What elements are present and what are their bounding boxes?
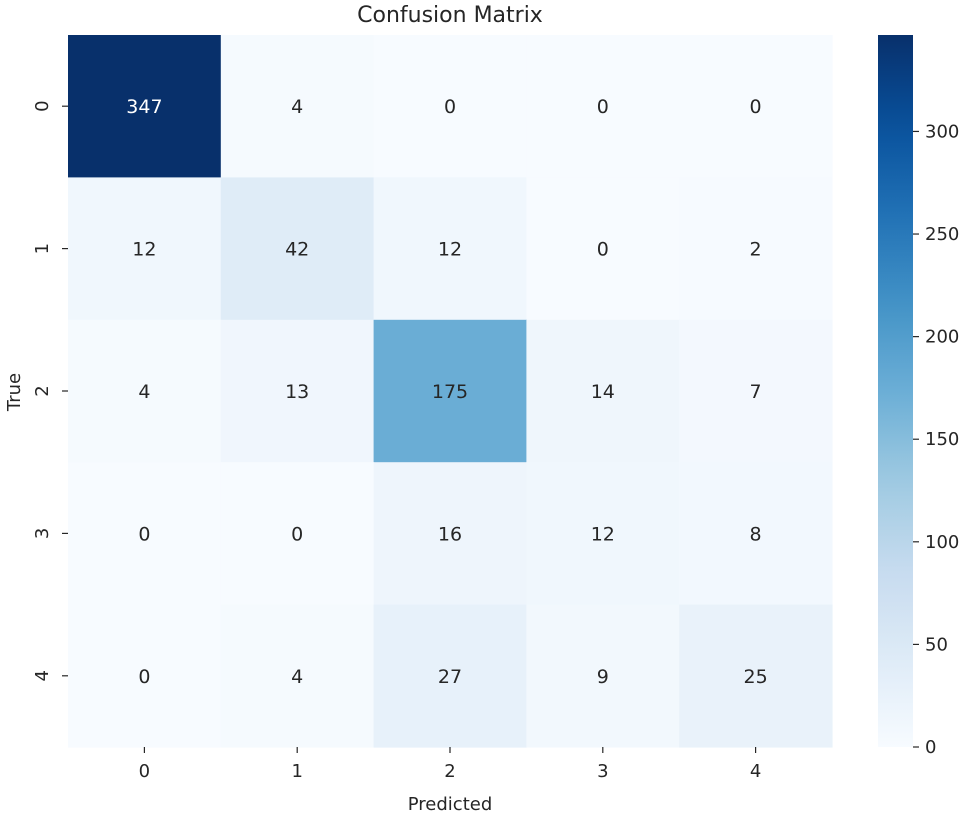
cell-value-label: 12 [591, 523, 615, 545]
x-tick-label: 4 [750, 761, 761, 782]
colorbar-tick-label: 0 [925, 737, 936, 758]
y-tick-label: 2 [32, 385, 53, 396]
heatmap-cell [68, 462, 222, 606]
y-axis: 0 1 2 3 4 [32, 100, 68, 682]
heatmap-cell [526, 604, 680, 748]
colorbar-tick-label: 150 [925, 429, 959, 450]
cell-value-label: 14 [591, 381, 615, 403]
y-tick-label: 0 [32, 100, 53, 111]
colorbar-tick-label: 100 [925, 532, 959, 553]
cell-value-label: 4 [138, 381, 150, 403]
heatmap-cell [526, 177, 680, 321]
cell-value-label: 12 [438, 239, 462, 261]
heatmap-cell [526, 35, 680, 178]
colorbar-tick-label: 50 [925, 634, 948, 655]
x-axis: 0 1 2 3 4 [139, 747, 761, 782]
y-tick-label: 4 [32, 670, 53, 681]
colorbar: 0 50 100 150 200 250 300 [878, 35, 959, 758]
cell-value-label: 175 [432, 381, 468, 403]
x-tick-label: 3 [597, 761, 608, 782]
cell-value-label: 0 [138, 523, 150, 545]
heatmap-cell [68, 319, 222, 463]
cell-value-label: 7 [750, 381, 762, 403]
colorbar-gradient [878, 35, 913, 747]
x-axis-label: Predicted [408, 794, 493, 815]
cell-value-label: 9 [597, 666, 609, 688]
y-axis-label: True [4, 373, 25, 412]
colorbar-tick-label: 250 [925, 224, 959, 245]
heatmap-cell [373, 319, 527, 463]
heatmap-cell [679, 177, 833, 321]
cell-value-label: 347 [126, 96, 162, 118]
heatmap-cell [526, 462, 680, 606]
heatmap-cell [526, 319, 680, 463]
heatmap-cells [68, 35, 833, 748]
cell-value-label: 8 [750, 523, 762, 545]
heatmap-cell [220, 604, 375, 748]
chart-title: Confusion Matrix [357, 3, 543, 28]
cell-value-label: 0 [597, 239, 609, 261]
heatmap-cell [68, 177, 222, 321]
cell-value-label: 16 [438, 523, 462, 545]
colorbar-tick-label: 200 [925, 327, 959, 348]
heatmap-cell [220, 177, 375, 321]
heatmap-cell [373, 177, 527, 321]
heatmap-cell [220, 319, 375, 463]
cell-value-label: 0 [291, 523, 303, 545]
heatmap-cell [679, 462, 833, 606]
heatmap-cell [679, 35, 833, 178]
cell-value-label: 4 [291, 666, 303, 688]
cell-value-label: 25 [744, 666, 768, 688]
x-tick-label: 1 [291, 761, 302, 782]
cell-value-label: 0 [444, 96, 456, 118]
cell-value-label: 12 [132, 239, 156, 261]
cell-value-label: 27 [438, 666, 462, 688]
cell-value-label: 0 [750, 96, 762, 118]
heatmap-cell [373, 604, 527, 748]
heatmap-cell [68, 35, 222, 178]
cell-value-label: 0 [597, 96, 609, 118]
cell-value-label: 42 [285, 239, 309, 261]
cell-value-label: 0 [138, 666, 150, 688]
heatmap-cell [220, 35, 375, 178]
colorbar-tick-label: 300 [925, 121, 959, 142]
y-tick-label: 3 [32, 528, 53, 539]
y-tick-label: 1 [32, 243, 53, 254]
heatmap-cell [679, 319, 833, 463]
heatmap-cell [373, 35, 527, 178]
cell-value-label: 13 [285, 381, 309, 403]
x-tick-label: 0 [139, 761, 150, 782]
cell-value-label: 4 [291, 96, 303, 118]
x-tick-label: 2 [444, 761, 455, 782]
heatmap-cell [373, 462, 527, 606]
heatmap-cell-labels: 347 4 0 0 0 12 42 12 0 2 4 13 175 14 7 0 0 16 12 8 0 4 27 9 25 [126, 96, 767, 688]
heatmap-cell [68, 604, 222, 748]
heatmap-cell [679, 604, 833, 748]
heatmap-cell [220, 462, 375, 606]
cell-value-label: 2 [750, 239, 762, 261]
